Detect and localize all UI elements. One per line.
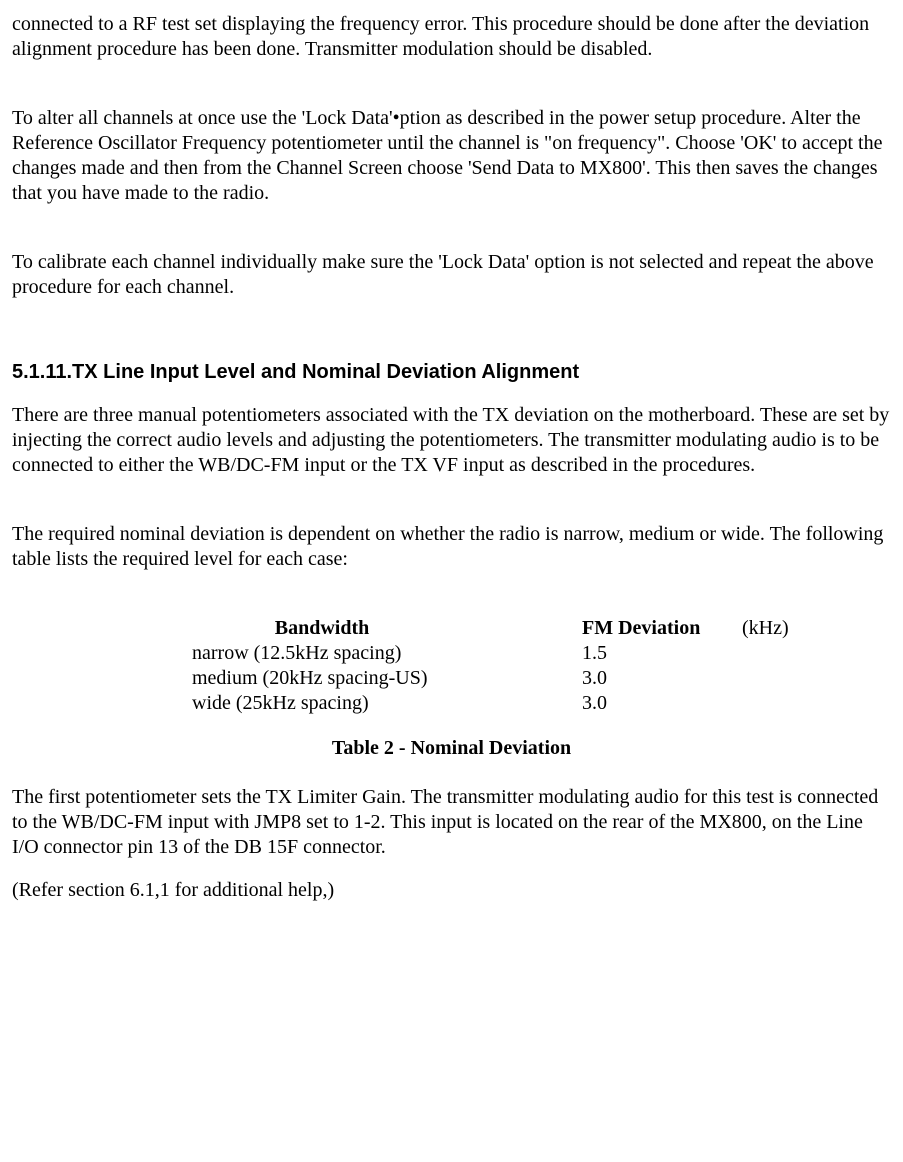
table-caption: Table 2 - Nominal Deviation: [12, 736, 891, 761]
table-header-label: Bandwidth: [192, 616, 452, 641]
table-cell-deviation: 3.0: [582, 691, 742, 716]
deviation-table: Bandwidth FM Deviation (kHz) narrow (12.…: [192, 616, 891, 716]
table-header-row: Bandwidth FM Deviation (kHz): [192, 616, 789, 641]
paragraph: To alter all channels at once use the 'L…: [12, 106, 891, 206]
section-heading: 5.1.11.TX Line Input Level and Nominal D…: [12, 360, 891, 385]
paragraph: There are three manual potentiometers as…: [12, 403, 891, 478]
table-row: narrow (12.5kHz spacing) 1.5: [192, 641, 789, 666]
table-header-bandwidth: Bandwidth: [192, 616, 582, 641]
paragraph: (Refer section 6.1,1 for additional help…: [12, 878, 891, 903]
table-header-unit: (kHz): [742, 616, 789, 641]
table-cell-deviation: 1.5: [582, 641, 742, 666]
table-cell-bandwidth: wide (25kHz spacing): [192, 691, 582, 716]
table-cell-deviation: 3.0: [582, 666, 742, 691]
paragraph: The required nominal deviation is depend…: [12, 522, 891, 572]
table-row: medium (20kHz spacing-US) 3.0: [192, 666, 789, 691]
paragraph: The first potentiometer sets the TX Limi…: [12, 785, 891, 860]
paragraph: connected to a RF test set displaying th…: [12, 12, 891, 62]
table-header-fm-deviation: FM Deviation: [582, 616, 742, 641]
table-cell-bandwidth: medium (20kHz spacing-US): [192, 666, 582, 691]
table-row: wide (25kHz spacing) 3.0: [192, 691, 789, 716]
table-cell-bandwidth: narrow (12.5kHz spacing): [192, 641, 582, 666]
paragraph: To calibrate each channel individually m…: [12, 250, 891, 300]
